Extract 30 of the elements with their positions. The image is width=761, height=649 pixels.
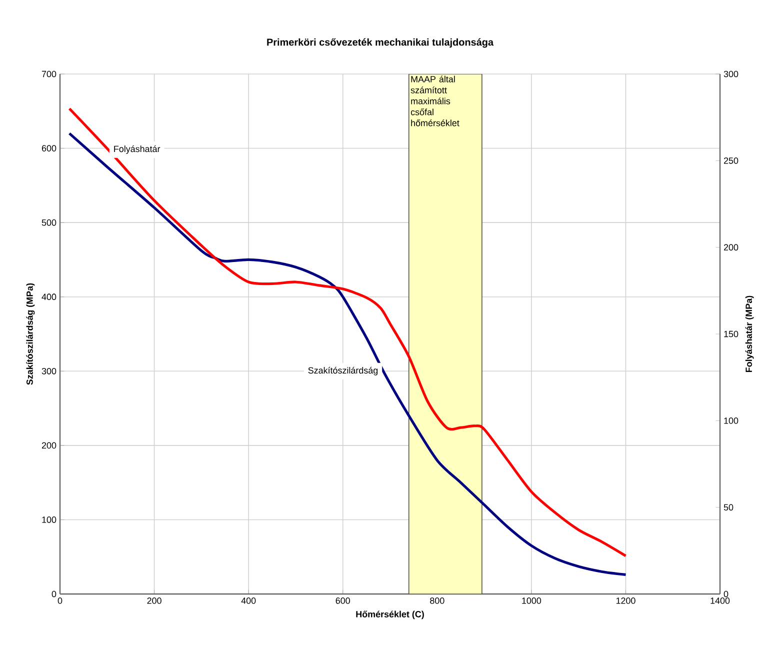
y-axis-title: Szakítószilárdság (MPa)	[26, 283, 35, 385]
x-tick-label: 800	[430, 598, 444, 604]
series-label: Folyáshatár	[114, 145, 160, 154]
y-tick-label: 300	[42, 368, 56, 374]
x-tick-label: 600	[336, 598, 350, 604]
x-tick-label: 400	[241, 598, 256, 604]
series-label: Szakítószilárdság	[308, 366, 378, 376]
y2-tick-label: 50	[724, 504, 734, 511]
band-label: MAAP által számított maximális csőfal hőmérséklet	[410, 76, 460, 126]
chart-title: Primerköri csővezeték mechanikai tulajdonsága	[267, 38, 494, 48]
x-tick-label: 1200	[616, 598, 636, 604]
y-tick-label: 600	[42, 145, 56, 152]
x-tick-label: 0	[58, 598, 62, 604]
x-tick-label: 1400	[710, 598, 730, 604]
x-tick-label: 200	[147, 598, 162, 604]
y2-tick-label: 150	[724, 330, 738, 338]
y-tick-label: 500	[42, 219, 56, 226]
y2-tick-label: 250	[724, 157, 738, 164]
y2-tick-label: 0	[724, 590, 728, 598]
y-tick-label: 200	[42, 442, 56, 449]
y2-tick-label: 200	[724, 244, 738, 251]
y-tick-label: 400	[42, 294, 56, 300]
y2-tick-label: 100	[724, 417, 738, 424]
y-tick-label: 0	[52, 590, 56, 598]
x-axis-title: Hőmérséklet (C)	[356, 610, 424, 620]
y2-tick-label: 300	[724, 70, 738, 78]
x-tick-label: 1000	[522, 598, 542, 604]
y-tick-label: 100	[42, 516, 56, 523]
y-tick-label: 700	[42, 70, 56, 78]
y2-axis-title: Folyáshatár (MPa)	[745, 296, 754, 372]
